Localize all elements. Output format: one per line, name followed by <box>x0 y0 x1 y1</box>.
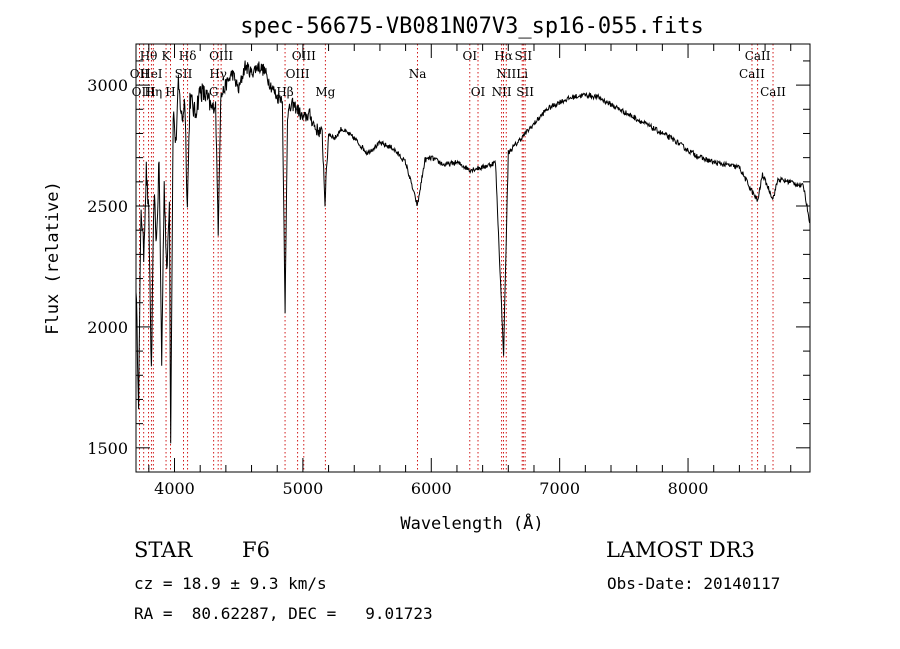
x-tick-label-4: 8000 <box>668 479 709 498</box>
x-tick-label-3: 7000 <box>539 479 580 498</box>
spectrum-chart: spec-56675-VB081N07V3_sp16-055.fits HθOI… <box>43 14 811 534</box>
series-line-flux <box>135 60 811 444</box>
marker-label-7: H <box>165 85 175 99</box>
marker-label-16: Na <box>409 67 427 81</box>
marker-label-19: Hα <box>494 49 513 63</box>
marker-label-2: OIII <box>132 85 156 99</box>
marker-label-8: Hδ <box>179 49 197 63</box>
marker-label-23: NII <box>492 85 512 99</box>
marker-label-1: OII <box>130 67 150 81</box>
marker-label-24: SII <box>516 85 534 99</box>
marker-label-21: NII <box>496 67 516 81</box>
marker-label-10: Hγ <box>209 67 227 81</box>
flux-series-group <box>135 60 811 444</box>
y-axis-label: Flux (relative) <box>43 181 63 335</box>
marker-label-14: Hβ <box>276 85 293 99</box>
plot-frame <box>135 43 811 473</box>
marker-label-27: CaII <box>760 85 786 99</box>
marker-label-15: Mg <box>315 85 335 99</box>
marker-label-6: SII <box>175 67 193 81</box>
marker-label-20: SII <box>514 49 532 63</box>
marker-label-9: OIII <box>209 49 233 63</box>
x-tick-label-0: 4000 <box>154 479 195 498</box>
marker-label-5: K <box>162 49 172 63</box>
y-tick-label-1: 2000 <box>87 318 128 337</box>
object-class: STAR <box>134 538 193 562</box>
marker-label-18: OI <box>471 85 486 99</box>
chart-title: spec-56675-VB081N07V3_sp16-055.fits <box>240 14 704 39</box>
y-tick-label-0: 1500 <box>87 439 128 458</box>
marker-label-12: OIII <box>292 49 316 63</box>
y-tick-label-2: 2500 <box>87 197 128 216</box>
axes: 4000 5000 6000 7000 8000 1500 2000 2500 3000 <box>87 44 810 498</box>
observation-date: Obs-Date: 20140117 <box>607 574 781 593</box>
survey-name: LAMOST DR3 <box>606 538 755 562</box>
redshift-value: cz = 18.9 ± 9.3 km/s <box>134 574 327 593</box>
y-tick-label-3: 3000 <box>87 76 128 95</box>
marker-label-13: OIII <box>286 67 310 81</box>
marker-label-4: Hη <box>145 85 163 99</box>
marker-label-17: OI <box>463 49 478 63</box>
x-tick-label-2: 6000 <box>411 479 452 498</box>
marker-label-11: G <box>209 85 219 99</box>
marker-label-3: HeI <box>140 67 163 81</box>
x-axis-label: Wavelength (Å) <box>400 512 543 534</box>
object-subclass: F6 <box>242 538 270 562</box>
marker-label-25: CaII <box>745 49 771 63</box>
x-tick-label-1: 5000 <box>283 479 324 498</box>
marker-label-26: CaII <box>739 67 765 81</box>
coordinates: RA = 80.62287, DEC = 9.01723 <box>134 604 433 623</box>
marker-label-22: Li <box>516 67 528 81</box>
